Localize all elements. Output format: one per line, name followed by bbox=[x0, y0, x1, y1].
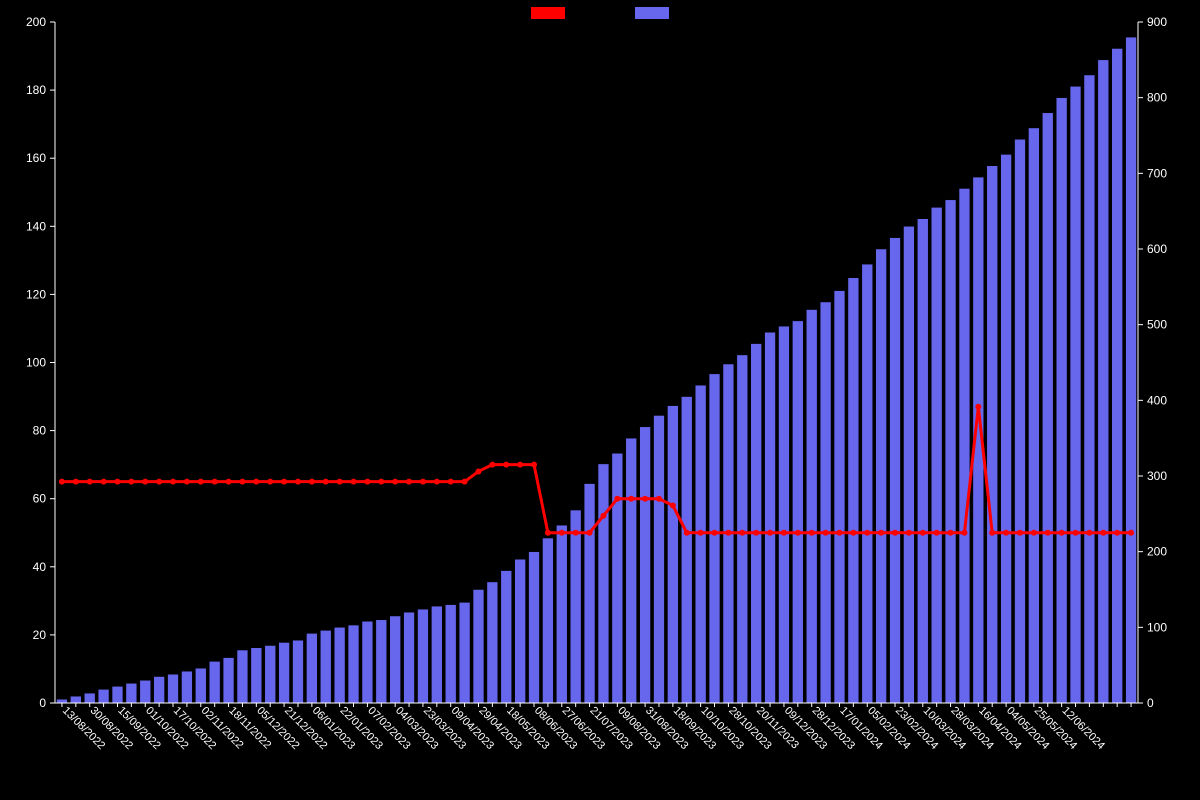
right-axis-tick-label: 300 bbox=[1147, 469, 1167, 483]
right-axis-tick-label: 800 bbox=[1147, 91, 1167, 105]
right-axis-tick-label: 500 bbox=[1147, 318, 1167, 332]
left-axis-tick-label: 80 bbox=[33, 424, 47, 438]
right-axis-tick-label: 600 bbox=[1147, 242, 1167, 256]
left-axis-tick-label: 100 bbox=[26, 356, 46, 370]
left-axis-tick-label: 140 bbox=[26, 219, 46, 233]
right-axis-tick-label: 100 bbox=[1147, 620, 1167, 634]
right-axis-tick-label: 900 bbox=[1147, 15, 1167, 29]
right-axis-tick-label: 400 bbox=[1147, 393, 1167, 407]
left-axis-tick-label: 20 bbox=[33, 628, 47, 642]
left-axis-tick-label: 200 bbox=[26, 15, 46, 29]
left-axis-tick-label: 60 bbox=[33, 492, 47, 506]
dual-axis-chart: 0 20 40 60 80 100 120 140 160 180 200 0 100 200 300 400… bbox=[0, 0, 1200, 800]
legend-swatch bbox=[635, 7, 669, 19]
legend-swatch bbox=[531, 7, 565, 19]
right-axis-tick-label: 200 bbox=[1147, 545, 1167, 559]
left-axis-tick-label: 160 bbox=[26, 151, 46, 165]
right-axis-tick-label: 0 bbox=[1147, 696, 1154, 710]
left-axis-tick-label: 40 bbox=[33, 560, 47, 574]
left-axis-tick-label: 0 bbox=[39, 696, 46, 710]
left-axis-tick-label: 120 bbox=[26, 287, 46, 301]
right-axis-tick-label: 700 bbox=[1147, 166, 1167, 180]
left-axis-tick-label: 180 bbox=[26, 83, 46, 97]
